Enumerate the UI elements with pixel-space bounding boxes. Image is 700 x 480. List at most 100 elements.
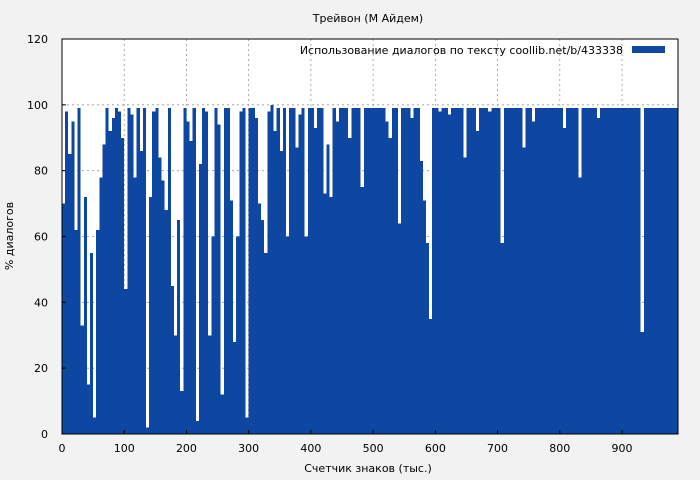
bar: [541, 108, 545, 434]
bar: [671, 108, 675, 434]
bar: [267, 111, 271, 435]
bar: [538, 108, 542, 434]
bar: [584, 108, 588, 434]
bar: [236, 236, 240, 434]
bar: [242, 108, 246, 434]
bar: [622, 108, 626, 434]
bar: [631, 108, 635, 434]
y-tick-label: 60: [34, 231, 48, 244]
bar: [351, 108, 355, 434]
bar: [416, 108, 420, 434]
bar: [438, 111, 442, 435]
bar: [587, 108, 591, 434]
bar: [547, 108, 551, 434]
bar: [130, 114, 134, 434]
bar: [422, 200, 426, 434]
bar: [292, 108, 296, 434]
x-tick-label: 0: [59, 442, 66, 455]
bar: [295, 147, 299, 434]
bar: [432, 108, 436, 434]
bar: [528, 108, 532, 434]
bar: [74, 229, 78, 434]
legend-swatch: [632, 46, 665, 53]
bar: [643, 108, 647, 434]
x-tick-label: 300: [238, 442, 259, 455]
bar: [248, 108, 252, 434]
grid: [62, 39, 678, 434]
bar: [90, 252, 94, 434]
bar: [264, 252, 268, 434]
bar: [68, 154, 72, 435]
bar: [289, 108, 293, 434]
bar: [513, 108, 517, 434]
bar: [637, 108, 641, 434]
bar: [96, 229, 100, 434]
bar: [348, 137, 352, 434]
bar: [186, 121, 190, 435]
bar: [404, 108, 408, 434]
bar: [332, 108, 336, 434]
bar: [195, 420, 199, 434]
bar: [475, 131, 479, 434]
bar: [366, 108, 370, 434]
bar: [413, 108, 417, 434]
bar: [230, 200, 234, 434]
bar: [382, 108, 386, 434]
bar: [317, 108, 321, 434]
bar: [142, 108, 146, 434]
bar: [254, 118, 258, 434]
bar: [121, 137, 125, 434]
x-tick-label: 600: [425, 442, 446, 455]
bar: [251, 108, 255, 434]
bar: [205, 111, 209, 435]
bar: [80, 325, 84, 434]
bar: [108, 131, 112, 434]
bar: [444, 108, 448, 434]
bar: [668, 108, 672, 434]
chart-title: Трейвон (М Айдем): [312, 12, 423, 25]
bar: [394, 108, 398, 434]
bar: [77, 108, 81, 434]
bar: [376, 108, 380, 434]
legend-label: Использование диалогов по тексту coollib…: [300, 44, 623, 57]
bar: [665, 108, 669, 434]
x-axis: 0 100 200 300 400 500 600 700 800 900: [59, 430, 633, 455]
bar: [482, 108, 486, 434]
bar: [155, 108, 159, 434]
bar: [581, 108, 585, 434]
bar: [488, 111, 492, 435]
bar: [625, 108, 629, 434]
bar: [326, 144, 330, 435]
x-tick-label: 100: [114, 442, 135, 455]
bar: [485, 108, 489, 434]
bar: [202, 108, 206, 434]
y-axis-label: % диалогов: [3, 202, 16, 270]
bar: [217, 124, 221, 434]
bar: [279, 150, 283, 434]
bar: [62, 203, 66, 434]
bar: [276, 108, 280, 434]
bar: [99, 177, 103, 434]
bar: [559, 108, 563, 434]
bar: [516, 108, 520, 434]
bar: [114, 108, 118, 434]
bar: [146, 427, 150, 434]
bar: [562, 127, 566, 434]
bar: [659, 108, 663, 434]
bar: [469, 108, 473, 434]
bar: [506, 108, 510, 434]
bar: [385, 121, 389, 435]
bar: [223, 108, 227, 434]
y-tick-label: 0: [41, 428, 48, 441]
bar: [407, 108, 411, 434]
bar: [304, 236, 308, 434]
bar: [124, 289, 128, 434]
bar: [615, 108, 619, 434]
bar: [522, 147, 526, 434]
x-tick-label: 500: [363, 442, 384, 455]
x-tick-label: 200: [176, 442, 197, 455]
bar: [211, 236, 215, 434]
bar: [609, 108, 613, 434]
bar: [450, 108, 454, 434]
